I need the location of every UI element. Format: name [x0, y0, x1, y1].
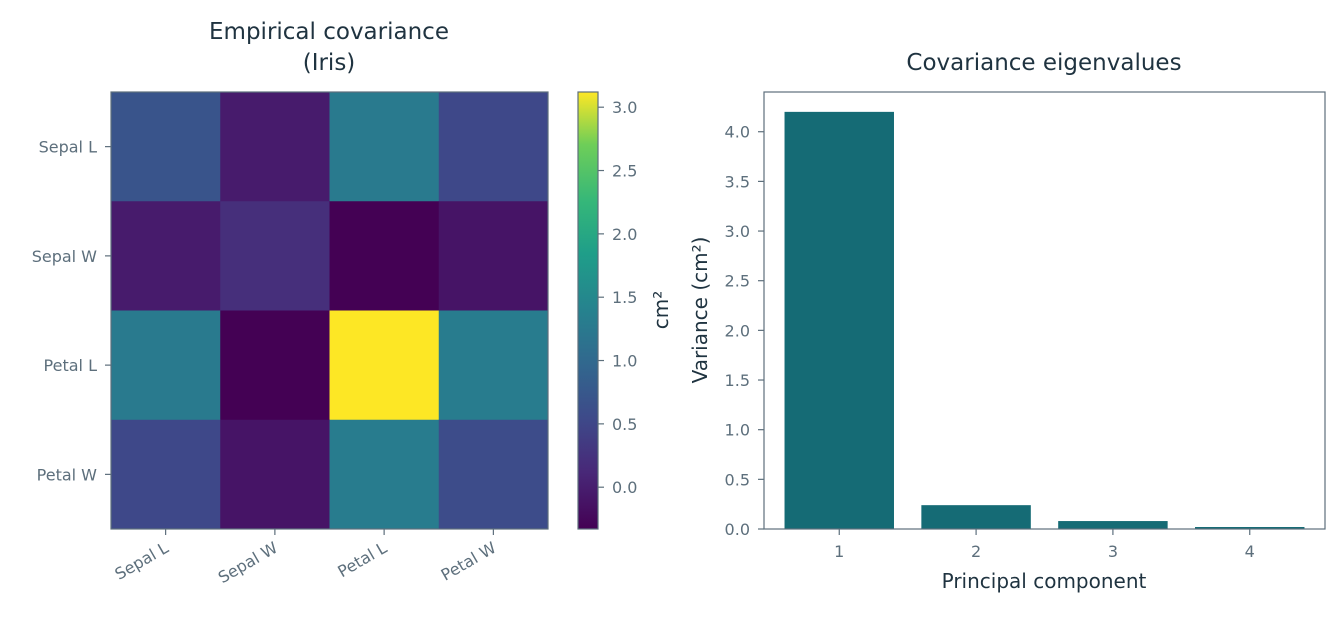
bar-title: Covariance eigenvalues [906, 50, 1181, 76]
x-tick-label: 3 [1108, 542, 1118, 561]
y-tick-label: 1.0 [725, 421, 750, 440]
heatmap-col-ticks: Sepal L Sepal W Petal L Petal W [112, 529, 500, 587]
heatmap-frame [110, 91, 549, 530]
bar-ylabel: Variance (cm²) [688, 237, 712, 384]
colorbar-tick-label: 0.5 [612, 415, 637, 434]
heatmap-title-line2: (Iris) [303, 50, 356, 76]
col-tick-label: Petal L [334, 538, 390, 581]
heatmap-cell-sepal-l-sepal-w [220, 92, 330, 202]
heatmap-cell-sepal-w-petal-l [329, 201, 440, 311]
heatmap-cell-petal-l-petal-l [329, 310, 440, 421]
heatmap-cell-sepal-w-sepal-w [220, 201, 330, 311]
heatmap-cell-sepal-l-petal-w [438, 92, 549, 202]
heatmap-cell-petal-w-petal-l [329, 419, 440, 530]
row-tick-label: Sepal L [39, 138, 97, 157]
bar-x-ticks: 1 2 3 4 [834, 529, 1255, 561]
row-tick-label: Petal W [37, 465, 98, 484]
y-tick-label: 2.5 [725, 272, 750, 291]
colorbar-gradient [577, 91, 599, 530]
colorbar-tick-label: 3.0 [612, 98, 637, 117]
bar-panel: Covariance eigenvalues 0.0 0.5 1.0 1.5 2.0 2.… [688, 50, 1326, 593]
x-tick-label: 1 [834, 542, 844, 561]
y-tick-label: 2.0 [725, 321, 750, 340]
bar-pc-2 [921, 505, 1031, 529]
colorbar-label: cm² [649, 291, 673, 330]
x-tick-label: 4 [1245, 542, 1255, 561]
bar-axes-frame [763, 91, 1326, 530]
colorbar-tick-label: 1.5 [612, 288, 637, 307]
heatmap-cell-petal-w-sepal-l [111, 419, 221, 530]
col-tick-label: Petal W [438, 538, 500, 585]
bar-pc-1 [784, 111, 894, 529]
colorbar-tick-label: 1.0 [612, 352, 637, 371]
heatmap-cell-petal-w-sepal-w [220, 419, 330, 530]
y-tick-label: 3.0 [725, 222, 750, 241]
x-tick-label: 2 [971, 542, 981, 561]
col-tick-label: Sepal L [112, 538, 172, 584]
heatmap-cell-sepal-w-sepal-l [111, 201, 221, 311]
row-tick-label: Petal L [44, 356, 98, 375]
bar-y-ticks: 0.0 0.5 1.0 1.5 2.0 2.5 3.0 3.5 4.0 [725, 123, 764, 539]
col-tick-label: Sepal W [215, 538, 281, 587]
y-tick-label: 1.5 [725, 371, 750, 390]
heatmap-cell-sepal-l-petal-l [329, 92, 440, 202]
heatmap-cell-petal-l-petal-w [438, 310, 549, 421]
heatmap-title-line1: Empirical covariance [209, 19, 449, 45]
heatmap-panel: Empirical covariance (Iris) Sepal LSepal… [32, 19, 549, 587]
heatmap-cell-petal-l-sepal-w [220, 310, 330, 421]
bar-xlabel: Principal component [942, 569, 1147, 593]
colorbar-tick-label: 2.0 [612, 225, 637, 244]
heatmap-cell-petal-w-petal-w [438, 419, 549, 530]
heatmap-row-ticks: Sepal L Sepal W Petal L Petal W [32, 138, 111, 484]
colorbar-tick-label: 2.5 [612, 162, 637, 181]
y-tick-label: 0.0 [725, 520, 750, 539]
y-tick-label: 0.5 [725, 470, 750, 489]
bar-marks [784, 111, 1305, 529]
y-tick-label: 3.5 [725, 172, 750, 191]
colorbar: 0.0 0.5 1.0 1.5 2.0 2.5 3.0 cm² [577, 91, 673, 530]
colorbar-tick-label: 0.0 [612, 478, 637, 497]
y-tick-label: 4.0 [725, 123, 750, 142]
heatmap-cells [111, 92, 549, 530]
bar-pc-3 [1058, 521, 1168, 529]
colorbar-ticks: 0.0 0.5 1.0 1.5 2.0 2.5 3.0 [598, 98, 637, 497]
heatmap-cell-sepal-w-petal-w [438, 201, 549, 311]
heatmap-cell-petal-l-sepal-l [111, 310, 221, 421]
heatmap-cell-sepal-l-sepal-l [111, 92, 221, 202]
row-tick-label: Sepal W [32, 247, 97, 266]
bar-pc-4 [1195, 527, 1305, 529]
